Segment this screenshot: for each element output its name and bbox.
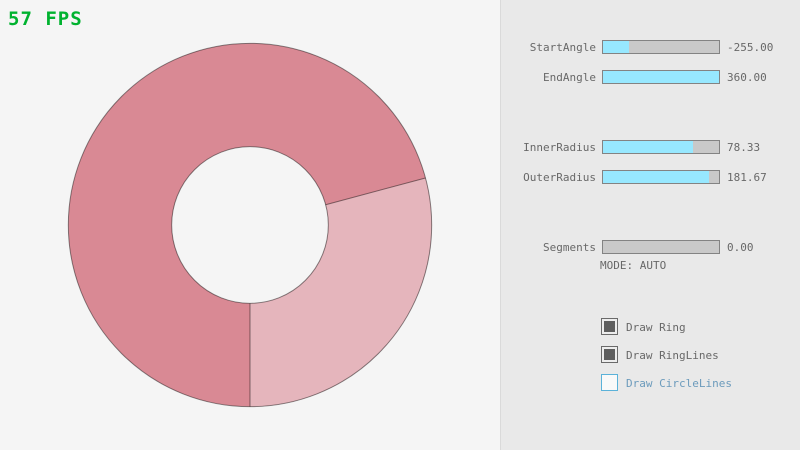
draw-ringlines-checkbox-row: Draw RingLines	[601, 346, 800, 364]
draw-ring-checkbox[interactable]	[601, 318, 618, 335]
outerradius-value: 181.67	[727, 171, 767, 184]
draw-ring-label: Draw Ring	[626, 321, 686, 334]
startangle-slider-fill	[603, 41, 629, 53]
outerradius-slider[interactable]	[602, 170, 720, 184]
segments-value: 0.00	[727, 241, 754, 254]
innerradius-label: InnerRadius	[523, 141, 596, 154]
draw-ring-checkbox-row: Draw Ring	[601, 318, 800, 336]
startangle-label: StartAngle	[529, 41, 596, 54]
draw-circlelines-label: Draw CircleLines	[626, 377, 732, 390]
render-canvas: 57 FPS	[8, 8, 433, 408]
endangle-label: EndAngle	[543, 71, 596, 84]
startangle-value: -255.00	[727, 41, 774, 54]
innerradius-value: 78.33	[727, 141, 761, 154]
ring-chart	[67, 42, 433, 408]
control-panel: StartAngle -255.00 EndAngle 360.00 Inner…	[500, 0, 800, 450]
endangle-slider-fill	[603, 71, 719, 83]
slider-row-endangle: EndAngle 360.00	[501, 70, 800, 84]
draw-ringlines-checkbox[interactable]	[601, 346, 618, 363]
slider-row-startangle: StartAngle -255.00	[501, 40, 800, 54]
fps-counter: 57 FPS	[8, 8, 83, 30]
segments-label: Segments	[543, 241, 596, 254]
slider-row-innerradius: InnerRadius 78.33	[501, 140, 800, 154]
draw-circlelines-checkbox-row: Draw CircleLines	[601, 374, 800, 392]
slider-row-segments: Segments 0.00	[501, 240, 800, 254]
endangle-slider[interactable]	[602, 70, 720, 84]
innerradius-slider-fill	[603, 141, 694, 153]
innerradius-slider[interactable]	[602, 140, 720, 154]
mode-indicator: MODE: AUTO	[600, 259, 667, 272]
segments-slider[interactable]	[602, 240, 720, 254]
outerradius-label: OuterRadius	[523, 171, 596, 184]
slider-row-outerradius: OuterRadius 181.67	[501, 170, 800, 184]
startangle-slider[interactable]	[602, 40, 720, 54]
draw-ringlines-label: Draw RingLines	[626, 349, 719, 362]
outerradius-slider-fill	[603, 171, 709, 183]
draw-circlelines-checkbox[interactable]	[601, 374, 618, 391]
endangle-value: 360.00	[727, 71, 767, 84]
